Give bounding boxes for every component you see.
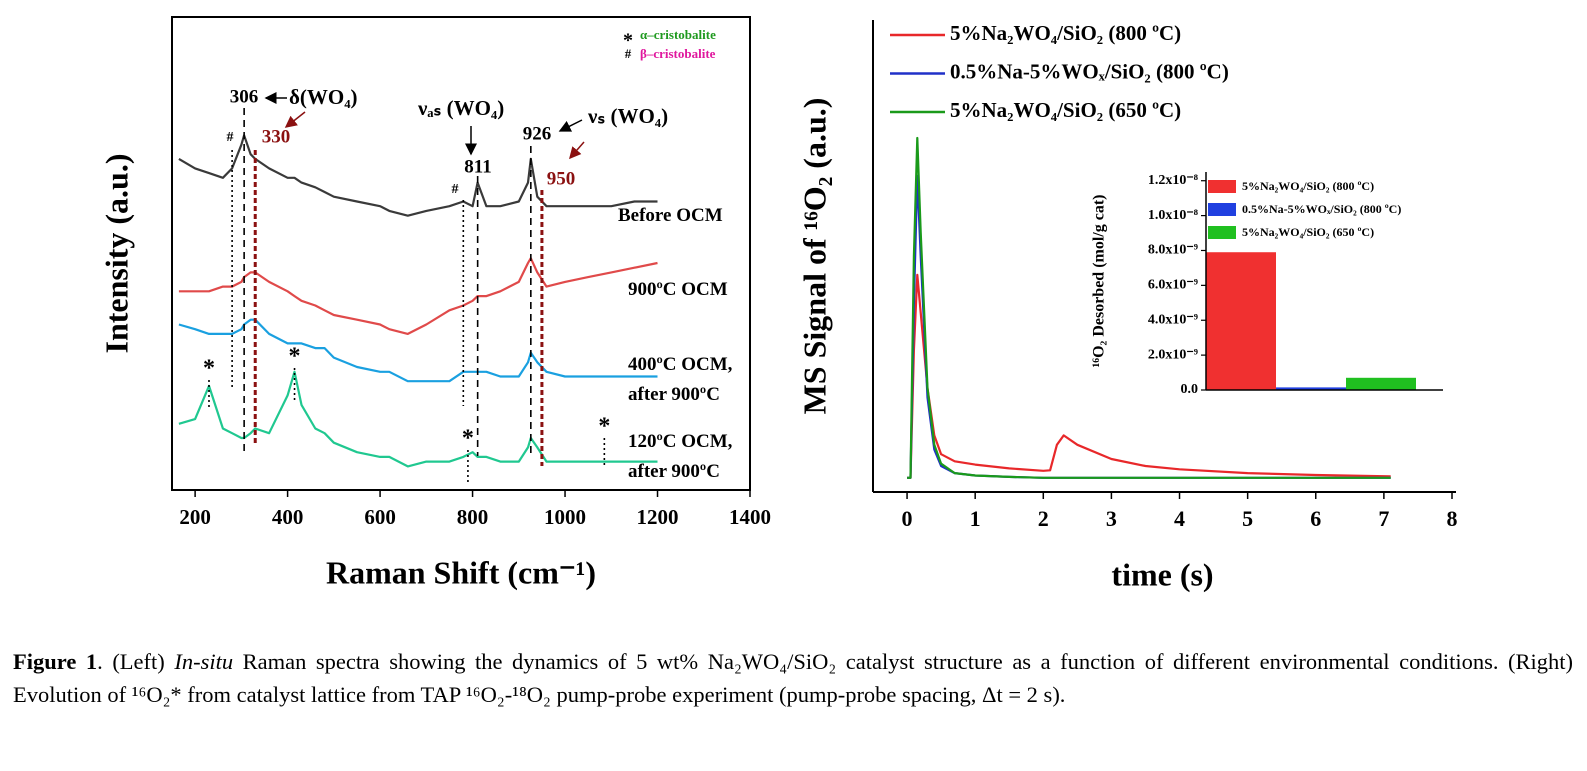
y-axis-title: ¹⁶O₂ Desorbed (mol/g cat) <box>1091 194 1108 367</box>
arrow <box>569 141 585 160</box>
series-label: 120ºC OCM, after 900ºC <box>628 431 733 482</box>
x-tick-label: 2 <box>1038 506 1049 531</box>
caption-label: Figure 1 <box>13 649 98 674</box>
line-series <box>178 370 658 468</box>
x-tick-label: 600 <box>364 505 396 529</box>
marker-symbol: # <box>452 182 459 197</box>
legend-label: 5%Na₂WO₄/SiO₂ (650 ºC) <box>950 98 1181 122</box>
plot-frame <box>171 16 751 491</box>
caption: Figure 1. (Left) In-situ Raman spectra s… <box>13 645 1573 711</box>
x-tick-label: 800 <box>457 505 489 529</box>
legend-label: 5%Na₂WO₄/SiO₂ (650 ºC) <box>1242 225 1374 239</box>
caption-lead: . (Left) <box>97 649 175 674</box>
legend-swatch <box>1208 203 1236 216</box>
bar <box>1346 377 1416 390</box>
marker-symbol: * <box>289 344 301 370</box>
bar <box>1276 387 1346 390</box>
marker-symbol: * <box>203 356 215 382</box>
y-axis-title: Intensity (a.u.) <box>98 153 134 353</box>
figure: 200 400 600 800 1000 1200 1400 Raman Shift (cm⁻… <box>98 16 1458 592</box>
legend-label: 0.5%Na-5%WOₓ/SiO₂ (800 ºC) <box>1242 202 1401 216</box>
annotation: νₛ (WO₄) <box>587 104 668 128</box>
y-tick-label: 2.0x10⁻⁹ <box>1148 347 1198 362</box>
bar <box>1206 252 1276 390</box>
x-tick-label: 8 <box>1447 506 1458 531</box>
peak-label: 330 <box>262 126 291 147</box>
line-series <box>178 257 658 335</box>
x-tick-label: 7 <box>1378 506 1389 531</box>
x-tick-label: 6 <box>1310 506 1321 531</box>
series-label: Before OCM <box>618 205 723 226</box>
marker-symbol: # <box>227 130 234 145</box>
arrow <box>284 111 306 128</box>
x-tick-label: 5 <box>1242 506 1253 531</box>
line-series <box>907 273 1391 479</box>
x-tick-label: 4 <box>1174 506 1185 531</box>
peak-label: 306 <box>230 86 259 107</box>
y-tick-label: 0.0 <box>1181 382 1199 397</box>
marker-symbol: * <box>462 426 474 452</box>
y-tick-label: 6.0x10⁻⁹ <box>1148 278 1198 293</box>
x-tick-label: 400 <box>272 505 304 529</box>
y-tick-label: 1.2x10⁻⁸ <box>1148 173 1198 188</box>
x-tick-label: 1 <box>970 506 981 531</box>
x-tick-label: 1400 <box>729 505 771 529</box>
y-tick-label: 4.0x10⁻⁹ <box>1148 312 1198 327</box>
arrow <box>558 119 583 132</box>
caption-text: Raman spectra showing the dynamics of 5 … <box>13 649 1574 707</box>
legend-swatch <box>1208 180 1236 193</box>
legend-label: 0.5%Na-5%WOₓ/SiO₂ (800 ºC) <box>950 59 1229 83</box>
annotation: νₐₛ (WO₄) <box>417 96 504 120</box>
x-tick-label: 1200 <box>637 505 679 529</box>
marker-legend-label: α–cristobalite <box>640 27 716 42</box>
peak-label: 926 <box>523 123 552 144</box>
legend-label: 5%Na₂WO₄/SiO₂ (800 ºC) <box>950 21 1181 45</box>
x-tick-label: 0 <box>902 506 913 531</box>
line-series <box>907 136 1391 479</box>
y-tick-label: 1.0x10⁻⁸ <box>1148 208 1198 223</box>
x-tick-label: 200 <box>179 505 211 529</box>
x-axis-title: Raman Shift (cm⁻¹) <box>326 554 596 590</box>
marker-legend-symbol: # <box>625 46 632 61</box>
series-label: 400ºC OCM, after 900ºC <box>628 354 733 405</box>
peak-label: 950 <box>547 168 576 189</box>
x-tick-label: 1000 <box>544 505 586 529</box>
x-axis-title: time (s) <box>1111 556 1213 592</box>
caption-italic: In-situ <box>174 649 234 674</box>
line-series <box>178 134 658 217</box>
annotation: δ(WO₄) <box>289 85 358 109</box>
marker-legend-symbol: * <box>623 30 633 52</box>
legend-swatch <box>1208 226 1236 239</box>
y-tick-label: 8.0x10⁻⁹ <box>1148 243 1198 258</box>
x-tick-label: 3 <box>1106 506 1117 531</box>
marker-symbol: * <box>598 414 610 440</box>
series-label: 900ºC OCM <box>628 279 728 300</box>
marker-legend-label: β–cristobalite <box>640 46 716 61</box>
legend-label: 5%Na₂WO₄/SiO₂ (800 ºC) <box>1242 179 1374 193</box>
peak-label: 811 <box>464 156 491 177</box>
y-axis-title: MS Signal of ¹⁶O₂ (a.u.) <box>796 98 832 415</box>
